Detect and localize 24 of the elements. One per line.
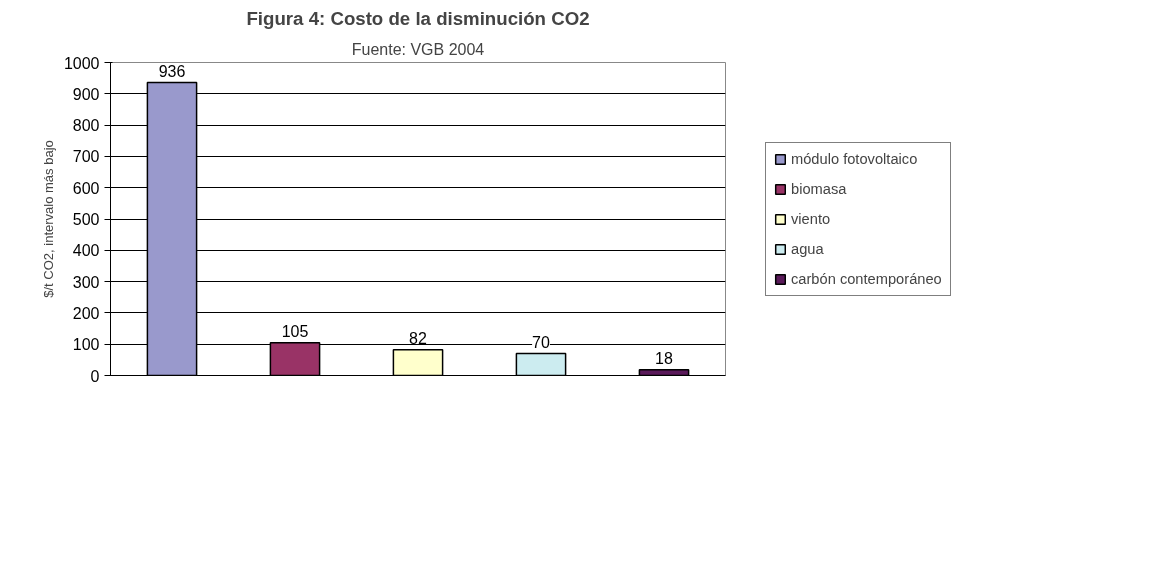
y-tick-label: 300 [72,273,100,291]
legend-label: módulo fotovoltaico [791,150,918,167]
chart-title: Figura 4: Costo de la disminución CO2 [246,7,590,29]
y-tick-label: 0 [90,367,100,385]
legend-label: biomasa [791,180,847,197]
y-tick-label: 600 [72,179,100,197]
data-label: 18 [655,349,673,367]
y-tick-label: 1000 [63,54,100,72]
y-tick-label: 800 [72,117,100,135]
data-label: 70 [532,333,550,351]
y-tick-label: 700 [72,148,100,166]
legend-label: agua [791,240,824,257]
y-tick-label: 100 [72,336,100,354]
y-tick-label: 400 [72,242,100,260]
data-label: 105 [281,322,309,340]
y-tick-label: 500 [72,211,100,228]
y-axis-title: $/t CO2, intervalo más bajo [40,140,56,298]
legend-label: viento [791,210,831,227]
data-label: 82 [409,329,427,347]
y-tick-label: 900 [72,85,100,103]
y-tick-label: 200 [72,304,100,322]
data-label: 936 [158,62,186,80]
legend-label: carbón contemporáneo [791,270,942,287]
chart-subtitle: Fuente: VGB 2004 [351,40,485,58]
